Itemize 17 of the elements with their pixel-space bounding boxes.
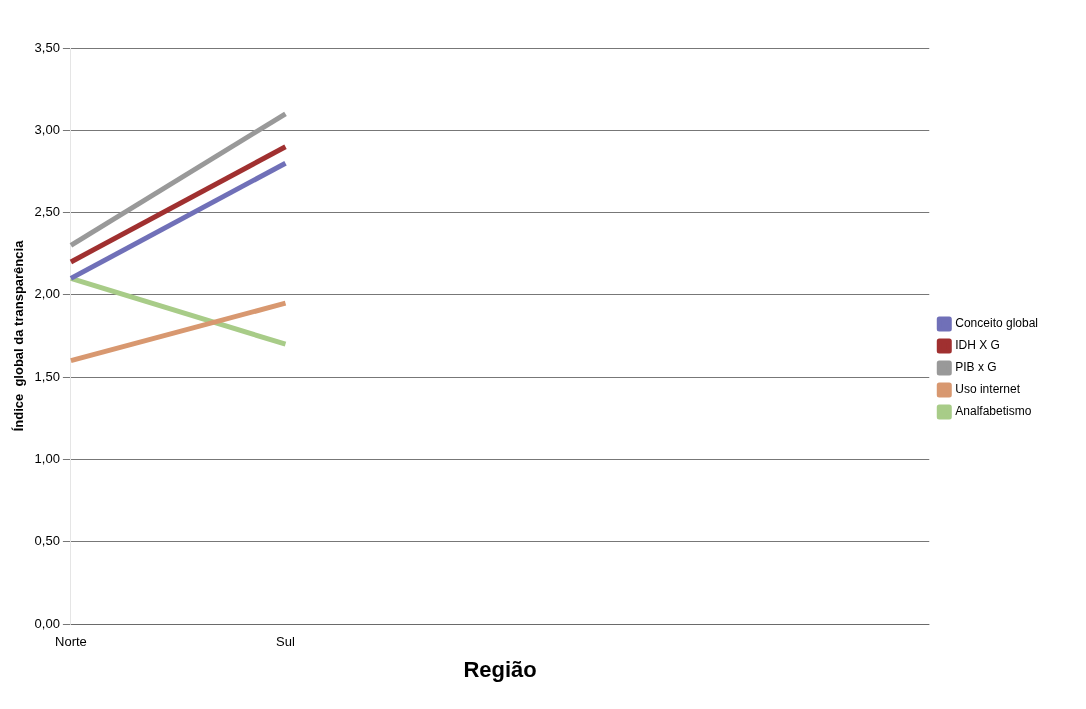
legend-label: IDH X G — [955, 338, 1000, 353]
x-axis-title: Região — [463, 656, 537, 682]
y-tick-label: 3,50 — [34, 39, 60, 55]
y-tick-label: 1,50 — [34, 368, 60, 384]
y-tick-label: 0,50 — [34, 533, 60, 549]
y-tick-label: 2,50 — [34, 204, 60, 220]
y-axis-title: Índice global da transparência — [11, 239, 27, 432]
legend-label: Conceito global — [955, 316, 1039, 331]
x-tick-label: Norte — [55, 634, 87, 650]
y-tick-label: 0,00 — [34, 615, 60, 631]
x-tick-label: Sul — [276, 634, 295, 650]
legend-label: PIB x G — [955, 360, 997, 375]
y-tick-label: 2,00 — [34, 286, 60, 302]
y-tick-label: 1,00 — [34, 451, 60, 467]
legend-label: Analfabetismo — [955, 404, 1032, 419]
y-tick-label: 3,00 — [34, 121, 60, 137]
legend-label: Uso internet — [955, 382, 1021, 397]
